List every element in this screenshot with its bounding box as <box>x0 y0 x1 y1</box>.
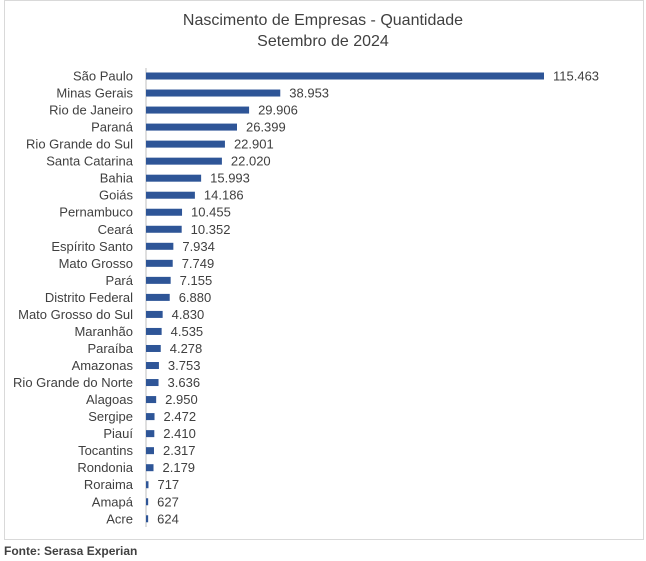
value-label: 15.993 <box>210 171 250 186</box>
bar <box>146 481 149 489</box>
bar <box>146 515 149 523</box>
value-label: 2.179 <box>163 460 196 475</box>
value-label: 7.934 <box>182 239 215 254</box>
value-label: 3.636 <box>168 375 201 390</box>
value-label: 4.278 <box>170 341 203 356</box>
bar <box>146 293 170 301</box>
category-label: São Paulo <box>73 69 133 84</box>
bar <box>146 396 157 404</box>
bar <box>146 242 174 250</box>
category-label: Amazonas <box>72 358 134 373</box>
category-label: Rondonia <box>77 460 133 475</box>
category-label: Sergipe <box>88 409 133 424</box>
value-label: 10.352 <box>191 222 231 237</box>
category-label: Mato Grosso do Sul <box>18 307 133 322</box>
value-label: 4.830 <box>172 307 205 322</box>
bar <box>146 106 250 114</box>
category-label: Bahia <box>100 171 134 186</box>
value-label: 29.906 <box>258 103 298 118</box>
value-label: 624 <box>157 511 179 526</box>
value-label: 7.155 <box>180 273 213 288</box>
bar <box>146 89 281 97</box>
bar <box>146 327 162 335</box>
category-label: Santa Catarina <box>46 154 133 169</box>
category-label: Ceará <box>98 222 134 237</box>
category-label: Maranhão <box>74 324 133 339</box>
bar <box>146 413 155 421</box>
chart-subtitle: Setembro de 2024 <box>257 33 389 50</box>
value-label: 3.753 <box>168 358 201 373</box>
category-label: Pará <box>106 273 134 288</box>
bar <box>146 72 544 80</box>
bar <box>146 208 183 216</box>
category-label: Rio Grande do Sul <box>26 137 133 152</box>
value-label: 2.472 <box>164 409 197 424</box>
value-label: 4.535 <box>171 324 204 339</box>
category-label: Paraná <box>91 120 134 135</box>
bar <box>146 191 195 199</box>
bar <box>146 344 161 352</box>
bar <box>146 498 149 506</box>
category-label: Mato Grosso <box>59 256 133 271</box>
value-label: 2.410 <box>163 426 196 441</box>
bar <box>146 464 154 472</box>
bar <box>146 362 159 370</box>
category-label: Acre <box>106 511 133 526</box>
category-label: Paraíba <box>87 341 133 356</box>
value-label: 6.880 <box>179 290 212 305</box>
bar <box>146 379 159 387</box>
bar <box>146 157 222 165</box>
value-label: 2.317 <box>163 443 196 458</box>
category-label: Rio Grande do Norte <box>13 375 133 390</box>
category-label: Alagoas <box>86 392 133 407</box>
value-label: 717 <box>157 477 179 492</box>
bar <box>146 174 202 182</box>
bar <box>146 259 173 267</box>
value-label: 115.463 <box>553 69 599 84</box>
value-label: 26.399 <box>246 120 286 135</box>
bar <box>146 225 182 233</box>
bar <box>146 123 237 131</box>
bars-layer: São Paulo 115.463 Minas Gerais 38.953 Rio de… <box>13 69 599 527</box>
value-label: 14.186 <box>204 188 244 203</box>
bar <box>146 430 155 438</box>
category-label: Roraima <box>84 477 134 492</box>
source-note: Fonte: Serasa Experian <box>4 544 138 558</box>
value-label: 2.950 <box>165 392 198 407</box>
bar <box>146 276 171 284</box>
category-label: Amapá <box>92 494 134 509</box>
chart-frame <box>4 0 644 540</box>
category-label: Minas Gerais <box>56 86 133 101</box>
category-label: Distrito Federal <box>45 290 133 305</box>
category-label: Rio de Janeiro <box>49 103 133 118</box>
category-label: Espírito Santo <box>51 239 133 254</box>
category-label: Tocantins <box>78 443 133 458</box>
bar <box>146 310 163 318</box>
bar <box>146 447 154 455</box>
bar-chart-plot: São Paulo 115.463 Minas Gerais 38.953 Rio de… <box>13 68 599 527</box>
value-label: 22.020 <box>231 154 271 169</box>
value-label: 10.455 <box>191 205 231 220</box>
value-label: 38.953 <box>289 86 329 101</box>
chart-title: Nascimento de Empresas - Quantidade <box>182 12 464 29</box>
category-label: Piauí <box>103 426 133 441</box>
category-label: Goiás <box>99 188 133 203</box>
value-label: 627 <box>157 494 179 509</box>
bar <box>146 140 225 148</box>
value-label: 22.901 <box>234 137 274 152</box>
category-label: Pernambuco <box>59 205 133 220</box>
value-label: 7.749 <box>182 256 215 271</box>
